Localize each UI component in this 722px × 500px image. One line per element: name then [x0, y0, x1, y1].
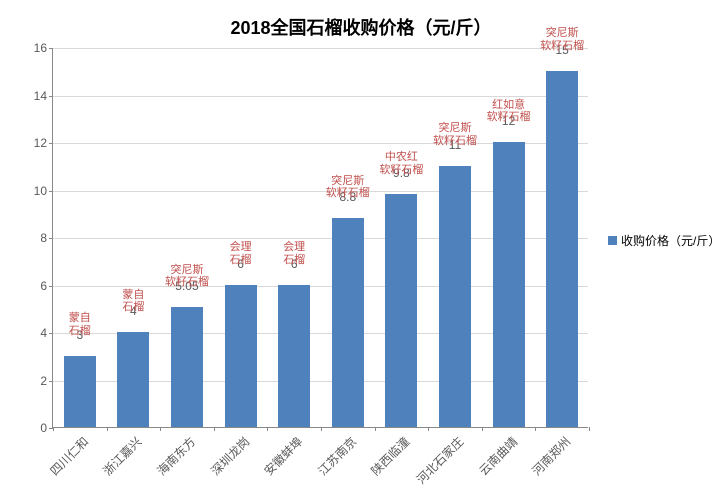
x-category-label: 江苏南京 — [314, 433, 360, 479]
x-tickmark — [267, 427, 268, 431]
y-tick-label: 0 — [40, 421, 53, 435]
legend-label: 收购价格（元/斤） — [621, 232, 720, 249]
y-tick-label: 8 — [40, 231, 53, 245]
bar: 5.05突尼斯 软籽石榴 — [171, 307, 203, 427]
bar-annotation: 会理 石榴 — [218, 241, 263, 266]
bar-annotation: 突尼斯 软籽石榴 — [432, 122, 477, 147]
x-category-label: 河南郑州 — [528, 433, 574, 479]
bar: 11突尼斯 软籽石榴 — [439, 166, 471, 427]
gridline — [53, 96, 588, 97]
y-tick-label: 16 — [34, 41, 53, 55]
plot-area: 02468101214163蒙自 石榴四川仁和4蒙自 石榴浙江嘉兴5.05突尼斯… — [52, 48, 588, 428]
bar: 6会理 石榴 — [225, 285, 257, 428]
y-tick-label: 2 — [40, 374, 53, 388]
bar-annotation: 突尼斯 软籽石榴 — [540, 27, 585, 52]
x-category-label: 河北石家庄 — [413, 433, 467, 487]
x-category-label: 安徽蚌埠 — [260, 433, 306, 479]
y-tick-label: 10 — [34, 184, 53, 198]
x-category-label: 深圳龙岗 — [207, 433, 253, 479]
y-tick-label: 12 — [34, 136, 53, 150]
x-category-label: 四川仁和 — [46, 433, 92, 479]
x-category-label: 浙江嘉兴 — [99, 433, 145, 479]
bar-annotation: 蒙自 石榴 — [57, 312, 102, 337]
bar: 8.8突尼斯 软籽石榴 — [332, 218, 364, 427]
x-category-label: 陕西临潼 — [367, 433, 413, 479]
gridline — [53, 48, 588, 49]
x-tickmark — [321, 427, 322, 431]
legend-swatch — [608, 236, 617, 245]
bar: 12红如意 软籽石榴 — [493, 142, 525, 427]
bar-annotation: 突尼斯 软籽石榴 — [325, 175, 370, 200]
bar: 3蒙自 石榴 — [64, 356, 96, 427]
y-tick-label: 14 — [34, 89, 53, 103]
y-tick-label: 6 — [40, 279, 53, 293]
legend: 收购价格（元/斤） — [608, 232, 720, 249]
chart-title: 2018全国石榴收购价格（元/斤） — [0, 14, 722, 40]
x-tickmark — [589, 427, 590, 431]
bar-annotation: 突尼斯 软籽石榴 — [164, 264, 209, 289]
bar: 6会理 石榴 — [278, 285, 310, 428]
x-tickmark — [482, 427, 483, 431]
x-category-label: 海南东方 — [153, 433, 199, 479]
x-category-label: 云南曲靖 — [475, 433, 521, 479]
bar-annotation: 蒙自 石榴 — [111, 289, 156, 314]
bar-annotation: 红如意 软籽石榴 — [486, 99, 531, 124]
x-tickmark — [160, 427, 161, 431]
bar: 9.8中农红 软籽石榴 — [385, 194, 417, 427]
bar-annotation: 会理 石榴 — [272, 241, 317, 266]
x-tickmark — [107, 427, 108, 431]
x-tickmark — [428, 427, 429, 431]
bar-annotation: 中农红 软籽石榴 — [379, 151, 424, 176]
bar: 4蒙自 石榴 — [117, 332, 149, 427]
y-tick-label: 4 — [40, 326, 53, 340]
x-tickmark — [375, 427, 376, 431]
bar: 15突尼斯 软籽石榴 — [546, 71, 578, 427]
x-tickmark — [53, 427, 54, 431]
x-tickmark — [535, 427, 536, 431]
x-tickmark — [214, 427, 215, 431]
